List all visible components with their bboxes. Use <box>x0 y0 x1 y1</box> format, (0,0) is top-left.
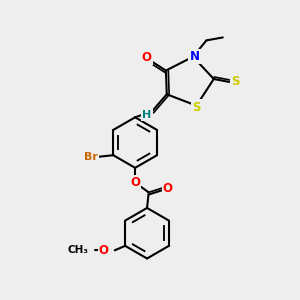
Text: H: H <box>142 110 152 120</box>
Text: S: S <box>192 101 201 114</box>
Text: Br: Br <box>84 152 98 162</box>
Text: N: N <box>190 50 200 63</box>
Text: S: S <box>231 76 239 88</box>
Text: O: O <box>130 176 140 189</box>
Text: O: O <box>99 244 109 257</box>
Text: CH₃: CH₃ <box>67 245 88 255</box>
Text: O: O <box>163 182 173 195</box>
Text: O: O <box>142 51 152 64</box>
